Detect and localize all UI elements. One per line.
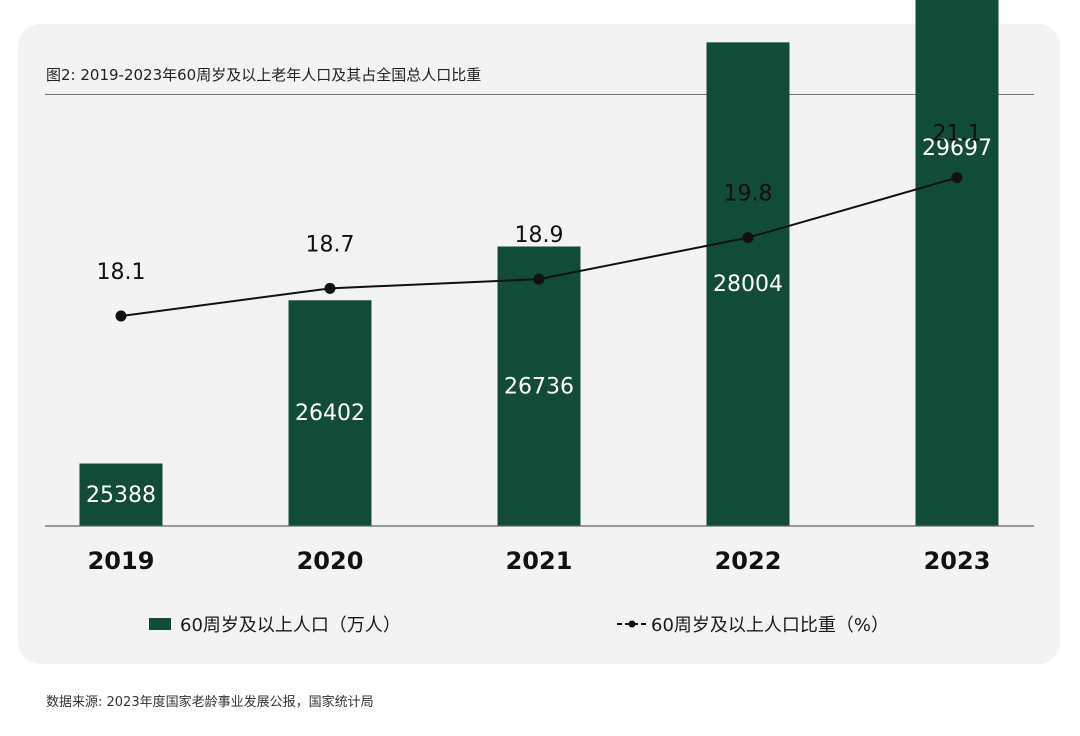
ratio-point-2023: [951, 172, 963, 184]
ratio-value-label-2023: 21.1: [933, 122, 982, 147]
ratio-point-2019: [115, 310, 127, 322]
bar-value-label-2021: 26736: [504, 374, 574, 399]
x-tick-label-2023: 2023: [924, 547, 991, 575]
title-divider: [45, 94, 1034, 95]
ratio-value-label-2021: 18.9: [515, 223, 564, 248]
chart-title: 图2: 2019-2023年60周岁及以上老年人口及其占全国总人口比重: [46, 66, 482, 84]
ratio-value-label-2022: 19.8: [724, 182, 773, 207]
bar-2023: [915, 0, 999, 526]
bar-value-label-2019: 25388: [86, 483, 156, 508]
legend-bar-swatch: [149, 618, 171, 630]
source-note: 数据来源: 2023年度国家老龄事业发展公报，国家统计局: [46, 695, 374, 710]
ratio-value-label-2020: 18.7: [306, 232, 355, 257]
ratio-point-2021: [533, 273, 545, 285]
x-tick-label-2021: 2021: [506, 547, 573, 575]
ratio-point-2022: [742, 232, 754, 244]
bar-value-label-2023: 29697: [922, 136, 992, 161]
bar-2021: [497, 246, 581, 526]
ratio-point-2020: [324, 282, 336, 294]
ratio-value-label-2019: 18.1: [97, 260, 146, 285]
bar-2022: [706, 42, 790, 527]
bar-2019: [79, 463, 163, 526]
legend-bar-label: 60周岁及以上人口（万人）: [180, 615, 401, 636]
x-tick-label-2019: 2019: [88, 547, 155, 575]
bar-2020: [288, 300, 372, 526]
bar-value-label-2022: 28004: [713, 272, 783, 297]
legend-line-label: 60周岁及以上人口比重（%）: [651, 615, 889, 636]
bar-value-label-2020: 26402: [295, 401, 365, 426]
x-tick-label-2020: 2020: [297, 547, 364, 575]
legend-line-dot: [628, 620, 636, 628]
x-tick-label-2022: 2022: [715, 547, 782, 575]
